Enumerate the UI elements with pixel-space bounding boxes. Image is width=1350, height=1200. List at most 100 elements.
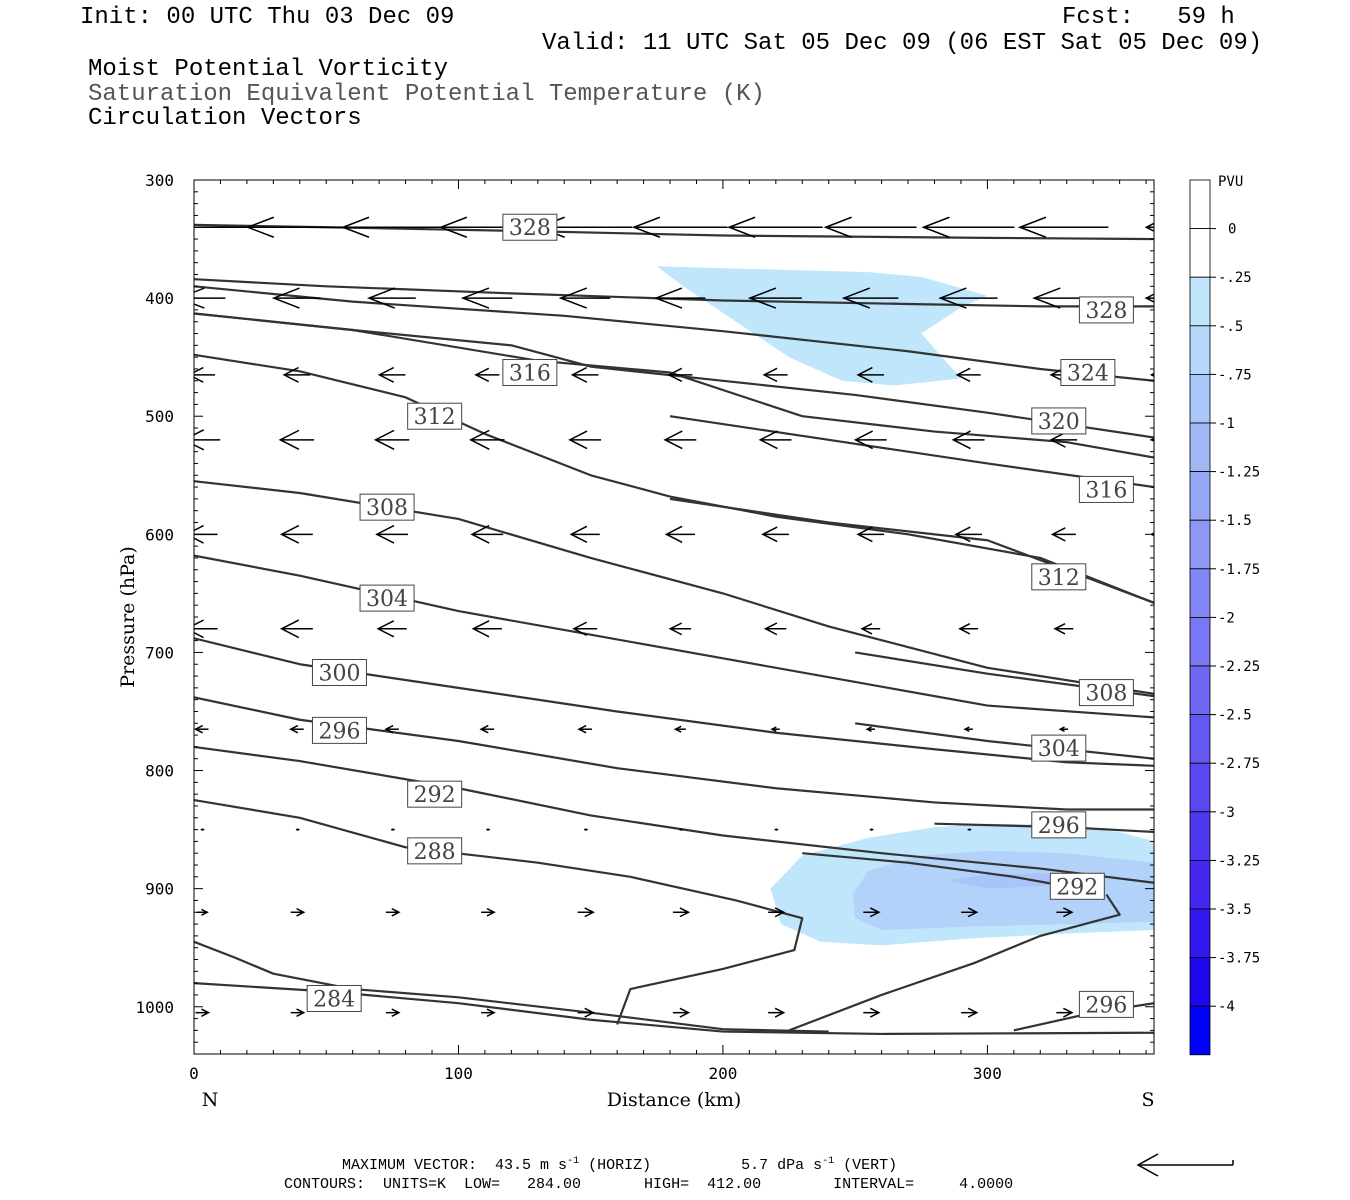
vector-arrow — [961, 1007, 979, 1018]
init-time: Init: 00 UTC Thu 03 Dec 09 — [80, 4, 455, 31]
circulation-vectors — [194, 216, 1163, 1018]
colorbar-swatch — [1189, 325, 1211, 375]
vector-arrow — [271, 287, 321, 309]
contour-label: 296 — [311, 716, 367, 744]
vector-arrow — [469, 429, 505, 450]
vector-arrow — [863, 1007, 881, 1018]
contour-label: 312 — [407, 402, 463, 430]
horiz-exponent: -1 — [567, 1156, 580, 1167]
y-tick-label: 600 — [145, 525, 174, 544]
vector-arrow — [245, 216, 347, 238]
vector-arrow — [194, 366, 215, 383]
colorbar-swatch — [1189, 373, 1211, 424]
vector-arrow — [295, 828, 301, 831]
vector-arrow — [768, 1007, 786, 1018]
vector-arrow — [385, 907, 401, 917]
svg-text:316: 316 — [509, 362, 551, 387]
svg-text:288: 288 — [414, 840, 456, 865]
contour-292-18 — [788, 893, 1121, 1032]
vector-arrow — [282, 366, 311, 383]
vector-arrow — [963, 726, 973, 733]
svg-text:324: 324 — [1067, 362, 1109, 387]
colorbar-swatch — [1189, 811, 1211, 861]
vector-arrow — [470, 524, 504, 544]
y-tick-label: 900 — [145, 880, 174, 899]
vector-arrow — [860, 623, 881, 635]
colorbar-label: 0 — [1228, 222, 1236, 238]
axes: 300 400 500 600 700 800 900 1000 0 100 200 300 — [135, 171, 1154, 1083]
colorbar-label: -1.5 — [1218, 513, 1252, 529]
vector-arrow — [471, 620, 502, 638]
vector-arrow — [577, 1007, 595, 1018]
colorbar-swatch — [1189, 714, 1211, 764]
contour-300-11 — [194, 637, 1154, 767]
vector-arrow — [289, 724, 304, 734]
contour-292-14 — [194, 745, 1154, 884]
vector-arrow — [938, 287, 998, 309]
contour-312-6 — [194, 353, 1154, 604]
colorbar-swatch — [1189, 860, 1211, 910]
colorbar-swatch — [1189, 422, 1211, 472]
vector-arrow — [726, 216, 823, 238]
contour-label: 288 — [407, 837, 463, 865]
contour-308-7 — [194, 480, 1154, 695]
vector-arrow — [194, 724, 209, 734]
max-vector-vert: 5.7 dPa s — [741, 1157, 823, 1174]
vector-arrow — [474, 367, 500, 383]
vector-arrow — [853, 430, 887, 450]
contour-label: 328 — [502, 213, 558, 241]
contour-label: 316 — [1078, 475, 1134, 503]
title-line-1: Moist Potential Vorticity — [88, 56, 449, 83]
contour-label: 284 — [306, 984, 362, 1012]
vector-arrow — [481, 1008, 496, 1017]
vector-arrow — [672, 1007, 691, 1018]
colorbar-label: -3.25 — [1218, 853, 1260, 869]
vector-arrow — [958, 623, 979, 635]
colorbar-label: -.25 — [1218, 270, 1252, 286]
svg-text:308: 308 — [366, 496, 408, 521]
vector-arrow — [955, 367, 981, 383]
svg-text:328: 328 — [509, 216, 551, 241]
contours-info: CONTOURS: UNITS=K LOW= 284.00 HIGH= 412.… — [284, 1176, 1014, 1193]
y-tick-label: 500 — [145, 407, 174, 426]
vector-arrow — [572, 621, 598, 637]
colorbar-swatch — [1189, 957, 1211, 1007]
vector-arrow — [391, 828, 396, 831]
colorbar-label: -2.75 — [1218, 756, 1260, 772]
max-vector-horiz-unit: (HORIZ) — [588, 1157, 652, 1174]
vector-arrow — [1155, 1010, 1163, 1014]
valid-time: Valid: 11 UTC Sat 05 Dec 09 (06 EST Sat … — [542, 30, 1263, 57]
vector-arrow — [1151, 627, 1154, 631]
max-vector-vert-unit: (VERT) — [843, 1157, 898, 1174]
contour-label: 304 — [1031, 734, 1087, 762]
svg-text:284: 284 — [313, 987, 355, 1012]
colorbar-swatch — [1189, 617, 1211, 667]
y-tick-label: 300 — [145, 171, 174, 190]
colorbar-label: -1.75 — [1218, 562, 1260, 578]
vector-arrow — [377, 366, 406, 383]
x-end-right: S — [1141, 1089, 1154, 1111]
vector-arrow — [1017, 216, 1109, 238]
vector-arrow — [1058, 726, 1069, 733]
vector-arrow — [1149, 372, 1154, 377]
x-end-left: N — [202, 1089, 219, 1111]
reference-vector-head — [1136, 1153, 1159, 1177]
contour-label: 308 — [1078, 679, 1134, 707]
vector-arrow — [373, 429, 410, 450]
vector-arrow — [479, 724, 495, 734]
vector-arrow — [366, 287, 416, 309]
svg-text:296: 296 — [1038, 814, 1080, 839]
colorbar-swatch — [1189, 471, 1211, 521]
vector-arrow — [290, 907, 306, 917]
colorbar-swatch — [1189, 762, 1211, 813]
vector-arrow — [653, 287, 706, 309]
vector-arrow — [385, 1008, 401, 1017]
reference-vector — [1136, 1153, 1234, 1177]
vector-arrow — [631, 216, 728, 238]
vector-arrow — [195, 1008, 211, 1017]
contour-label: 328 — [1078, 296, 1134, 324]
colorbar-swatch — [1189, 665, 1211, 715]
x-axis-label: Distance (km) — [607, 1089, 742, 1111]
vector-arrow — [486, 828, 491, 831]
vector-arrow — [823, 216, 917, 238]
